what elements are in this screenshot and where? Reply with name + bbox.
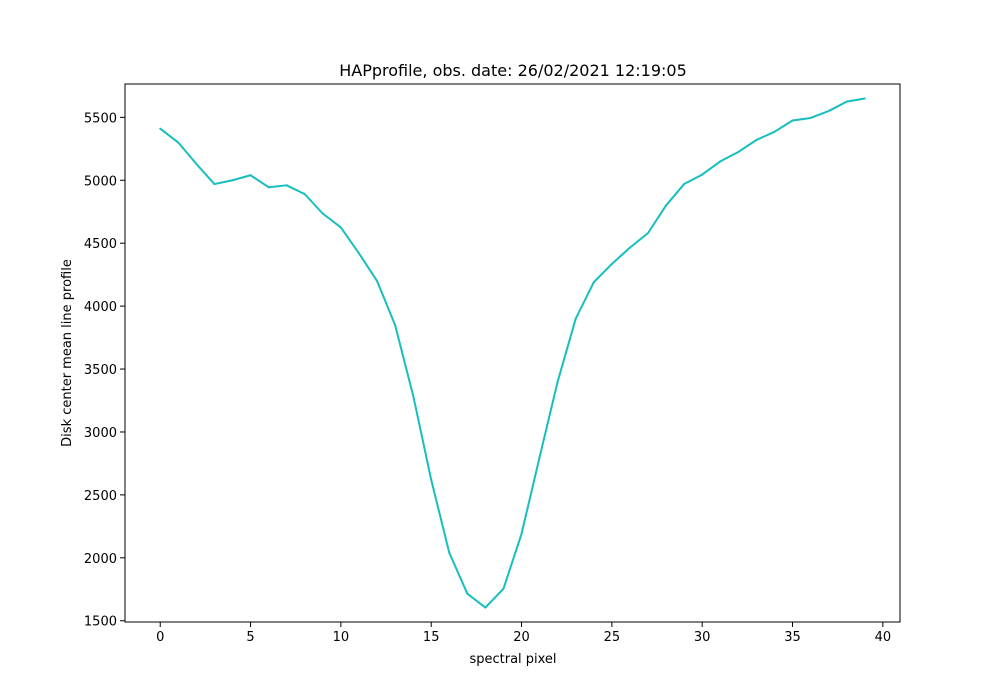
y-tick-label: 3000: [84, 426, 117, 441]
data-point: [177, 141, 180, 144]
data-point: [412, 394, 415, 397]
data-point: [249, 174, 252, 177]
data-point: [755, 139, 758, 142]
x-tick-label: 30: [694, 630, 711, 645]
data-point: [267, 186, 270, 189]
data-point: [628, 246, 631, 249]
x-axis: 0 5 10 15 20 25 30 35 40: [156, 622, 891, 645]
data-point: [646, 232, 649, 235]
data-point: [357, 252, 360, 255]
data-point: [231, 179, 234, 182]
x-tick-label: 20: [513, 630, 530, 645]
y-tick-label: 5000: [84, 174, 117, 189]
y-tick-label: 4500: [84, 237, 117, 252]
data-point: [339, 226, 342, 229]
x-tick-label: 35: [784, 630, 801, 645]
plot-area: [124, 83, 901, 623]
data-point: [484, 606, 487, 609]
data-point: [773, 130, 776, 133]
x-tick-label: 40: [875, 630, 892, 645]
y-tick-label: 1500: [84, 615, 117, 630]
data-point: [213, 183, 216, 186]
data-point: [574, 317, 577, 320]
data-point: [737, 150, 740, 153]
x-tick-label: 25: [604, 630, 621, 645]
data-point: [430, 478, 433, 481]
data-point: [665, 204, 668, 207]
plot-frame: [124, 83, 901, 623]
data-point: [538, 456, 541, 459]
y-tick-label: 4000: [84, 300, 117, 315]
data-point: [683, 183, 686, 186]
x-axis-label: spectral pixel: [469, 652, 556, 667]
x-tick-label: 15: [423, 630, 440, 645]
data-point: [827, 110, 830, 113]
data-point: [592, 281, 595, 284]
data-point: [845, 100, 848, 103]
y-tick-label: 2500: [84, 489, 117, 504]
data-point: [791, 119, 794, 122]
chart-title: HAPprofile, obs. date: 26/02/2021 12:19:…: [339, 61, 687, 80]
data-point: [610, 262, 613, 265]
data-point: [466, 592, 469, 595]
data-point: [303, 193, 306, 196]
data-point: [394, 323, 397, 326]
x-tick-label: 10: [333, 630, 350, 645]
y-axis-label: Disk center mean line profile: [60, 259, 75, 447]
x-tick-label: 0: [156, 630, 164, 645]
data-point: [376, 279, 379, 282]
data-point: [863, 97, 866, 100]
series-line: [159, 97, 865, 609]
data-point: [321, 212, 324, 215]
data-point: [556, 380, 559, 383]
data-point: [285, 184, 288, 187]
data-point: [701, 173, 704, 176]
data-point: [195, 162, 198, 165]
data-point: [159, 127, 162, 130]
y-tick-label: 3500: [84, 363, 117, 378]
data-point: [719, 160, 722, 163]
data-point: [520, 532, 523, 535]
x-tick-label: 5: [246, 630, 254, 645]
y-tick-label: 2000: [84, 552, 117, 567]
data-point: [809, 116, 812, 119]
y-tick-label: 5500: [84, 111, 117, 126]
data-point: [502, 587, 505, 590]
data-point: [448, 551, 451, 554]
y-axis: 1500 2000 2500 3000 3500 4000 4500 5000 5500: [84, 111, 125, 630]
